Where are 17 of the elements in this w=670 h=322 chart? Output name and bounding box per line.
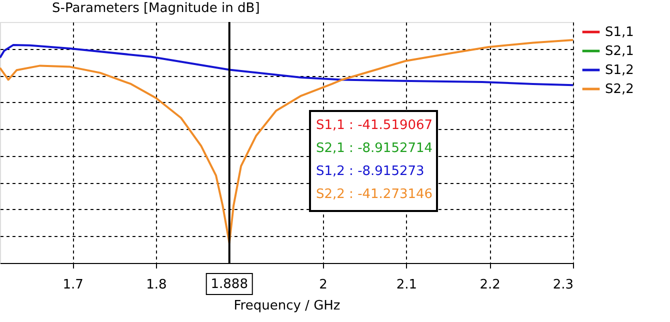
x-tick-label: 2.1 [396,278,418,292]
legend-label: S2,2 [605,82,634,97]
x-axis-title: Frequency / GHz [234,298,340,314]
legend-label: S1,2 [605,63,634,78]
x-tick-label: 1.7 [62,278,84,292]
x-tick-label: 2.3 [552,278,574,292]
annotation: S2,1 : -8.9152714 [316,141,433,156]
legend-label: S2,1 [605,44,634,59]
x-tick-label: 1.8 [146,278,167,292]
chart-title: S-Parameters [Magnitude in dB] [52,1,260,16]
annotation: S1,1 : -41.519067 [316,118,433,133]
annotation: S1,2 : -8.915273 [316,164,424,179]
x-tick-label: 2.2 [480,278,500,292]
annotation: S2,2 : -41.273146 [316,187,433,202]
x-tick-label: 2 [319,278,328,292]
legend-label: S1,1 [605,25,634,40]
ref-line-label: 1.888 [210,277,248,292]
